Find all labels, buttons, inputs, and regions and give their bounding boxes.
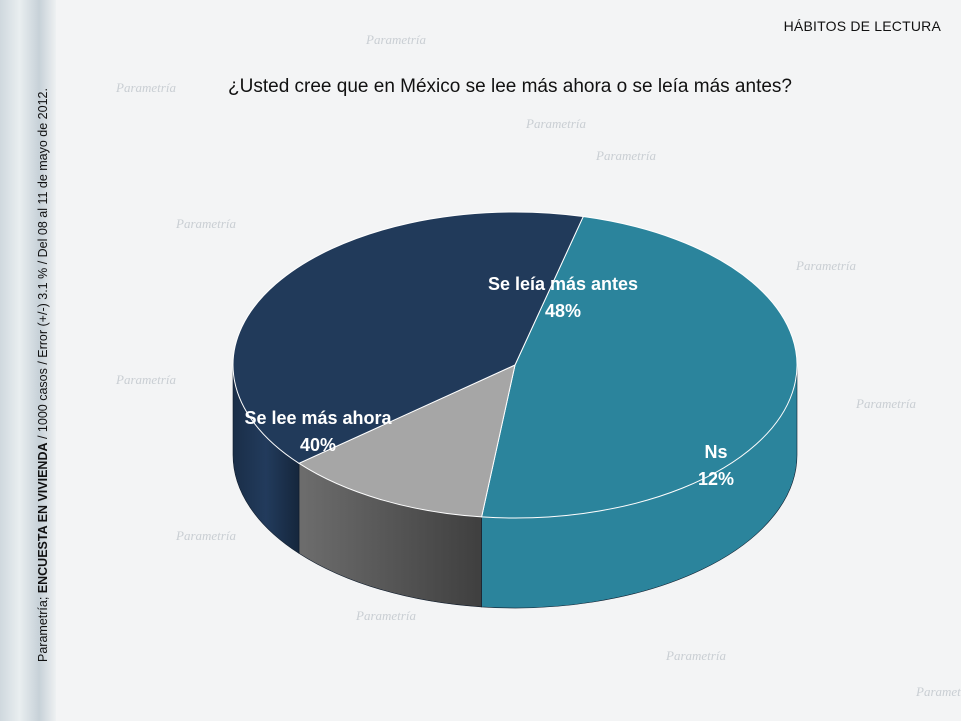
watermark-text: Parametría [525, 116, 586, 131]
decorative-side-stripe [0, 0, 56, 721]
slice-label: Ns [704, 442, 727, 462]
pie-slice [297, 364, 516, 518]
watermark-text: Parametría [595, 148, 656, 163]
slice-label: Se lee más ahora [244, 408, 392, 428]
watermark-text: Parametría [115, 80, 176, 95]
slice-label: Se leía más antes [488, 274, 638, 294]
watermark-background: Parametría Parametría Parametría Parametría… [115, 32, 961, 699]
watermark-text: Parametría [665, 648, 726, 663]
watermark-text: Parametría [175, 216, 236, 231]
watermark-text: Parametría [915, 684, 961, 699]
slice-value-label: 48% [545, 301, 581, 321]
watermark-text: Parametría [355, 608, 416, 623]
watermark-text: Parametría [855, 396, 916, 411]
watermark-text: Parametría [365, 32, 426, 47]
pie-slice [232, 211, 584, 464]
slice-value-label: 12% [698, 469, 734, 489]
watermark-text: Parametría [115, 372, 176, 387]
watermark-text: Parametría [175, 528, 236, 543]
slice-value-label: 40% [300, 435, 336, 455]
watermark-text: Parametría [795, 258, 856, 273]
section-title: HÁBITOS DE LECTURA [783, 18, 941, 34]
question-title: ¿Usted cree que en México se lee más aho… [228, 76, 792, 97]
pie-slice [480, 215, 798, 519]
